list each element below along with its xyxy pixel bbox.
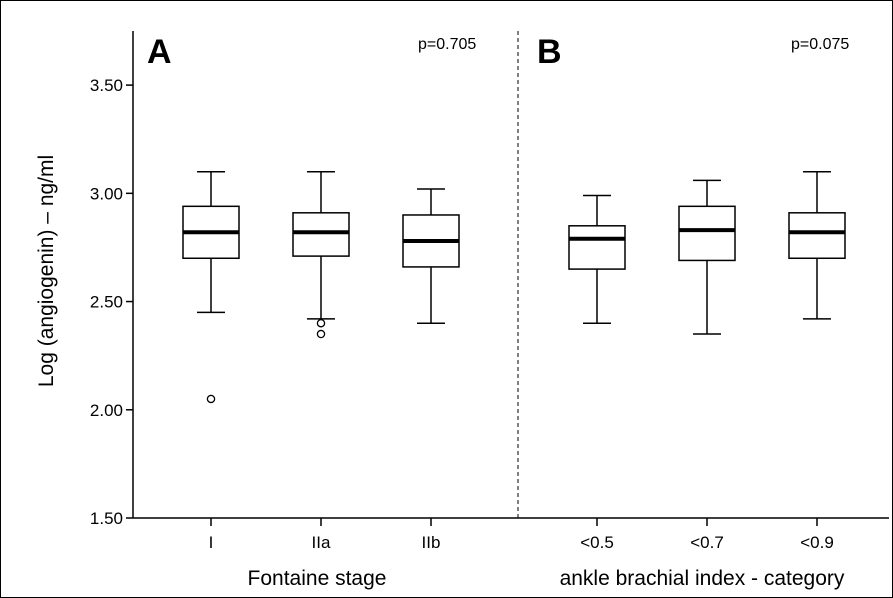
y-tick-label: 3.50 (90, 76, 123, 95)
x-tick-label: <0.9 (800, 533, 834, 552)
outlier-point (316, 329, 326, 339)
x-tick-label: <0.7 (690, 533, 724, 552)
y-tick-label: 1.50 (90, 509, 123, 528)
outlier-point (316, 318, 326, 328)
y-tick-label: 2.00 (90, 401, 123, 420)
panel-b-letter: B (537, 33, 562, 71)
iqr-box (292, 212, 350, 257)
panel-b-pvalue: p=0.075 (791, 36, 849, 53)
box-a-2 (402, 188, 460, 324)
outlier-point (206, 394, 216, 404)
panel-b-x-axis-title: ankle brachial index - category (560, 567, 845, 590)
y-tick-label: 3.00 (90, 184, 123, 203)
panel-a-x-axis-title: Fontaine stage (248, 567, 387, 590)
box-a-0 (182, 170, 240, 404)
y-tick-label: 2.50 (90, 293, 123, 312)
x-tick-label: <0.5 (580, 533, 614, 552)
x-tick-label: IIa (312, 533, 331, 552)
panel-a-letter: A (147, 33, 172, 71)
axes: 1.50 2.00 2.50 3.00 3.50 I IIa IIb <0.5 <0.7 <0.9 (90, 31, 889, 552)
iqr-box (568, 225, 626, 270)
iqr-box (788, 212, 846, 260)
box-b-2 (788, 170, 846, 320)
box-a-1 (292, 170, 350, 339)
box-b-1 (678, 179, 736, 335)
box-b-0 (568, 194, 626, 324)
panel-a-pvalue: p=0.705 (418, 36, 476, 53)
iqr-box (678, 205, 736, 262)
x-tick-label: I (209, 533, 214, 552)
y-axis-title: Log (angiogenin) – ng/ml (35, 155, 58, 387)
chart-marks (182, 170, 846, 404)
x-tick-label: IIb (422, 533, 441, 552)
